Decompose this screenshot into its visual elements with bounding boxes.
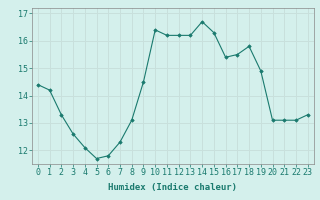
X-axis label: Humidex (Indice chaleur): Humidex (Indice chaleur) xyxy=(108,183,237,192)
